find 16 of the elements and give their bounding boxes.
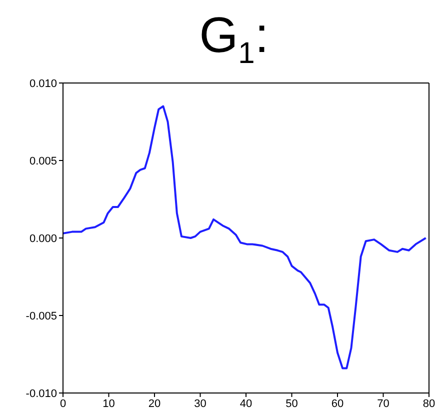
y-tick-label: 0.010 <box>29 78 57 90</box>
x-tick-label: 40 <box>240 398 252 410</box>
x-tick-label: 70 <box>377 398 390 410</box>
x-tick-label: 20 <box>148 398 161 410</box>
y-tick-label: 0.000 <box>29 232 57 245</box>
x-tick-label: 60 <box>331 398 344 410</box>
chart-title: G$_{1}$: <box>199 7 269 70</box>
y-tick-label: -0.010 <box>26 388 57 400</box>
x-tick-label: 50 <box>286 398 298 410</box>
line-series <box>63 105 427 370</box>
x-tick-label: 10 <box>102 398 115 410</box>
x-tick-label: 80 <box>422 398 436 410</box>
y-tick-label: 0.005 <box>29 155 57 168</box>
y-tick-label: -0.005 <box>26 310 57 322</box>
x-tick-label: 0 <box>60 398 66 410</box>
x-tick-label: 30 <box>194 398 206 410</box>
